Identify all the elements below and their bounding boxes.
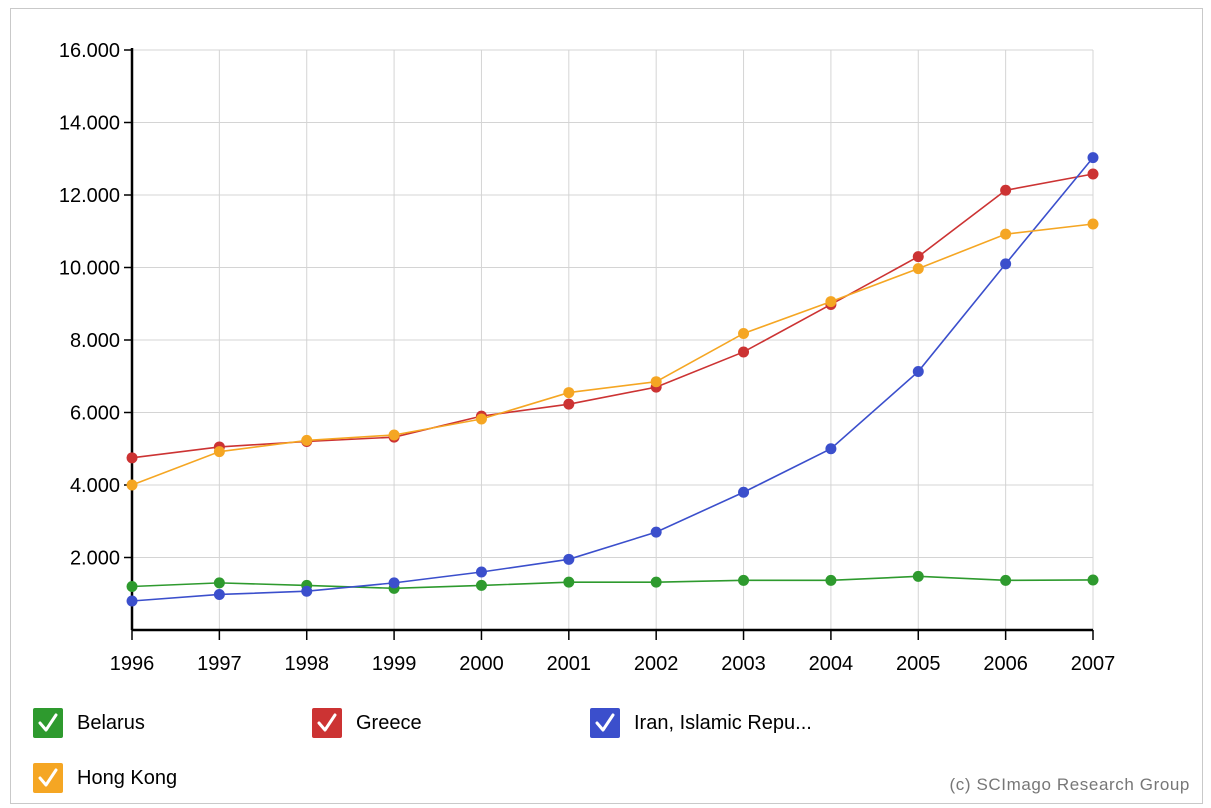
data-point-belarus: [912, 570, 924, 582]
series-line-greece: [131, 173, 1094, 459]
data-point-belarus: [475, 579, 487, 591]
x-tick-label: 2001: [547, 653, 592, 675]
legend-item-iran-islamic-repu[interactable]: Iran, Islamic Repu...: [590, 706, 812, 740]
series-belarus: [126, 570, 1099, 594]
data-point-hong-kong: [388, 429, 400, 441]
data-point-hong-kong: [1000, 228, 1012, 240]
data-point-hong-kong: [213, 446, 225, 458]
grid: [131, 49, 1094, 630]
x-tick-label: 2000: [459, 653, 504, 675]
data-point-hong-kong: [650, 376, 662, 388]
data-point-belarus: [1087, 574, 1099, 586]
legend-item-hong-kong[interactable]: Hong Kong: [33, 761, 177, 795]
x-tick-label: 2005: [896, 653, 941, 675]
y-tick-label: 4.000: [70, 475, 120, 497]
series-iran-islamic-repu: [126, 152, 1099, 607]
data-point-belarus: [650, 576, 662, 588]
data-point-hong-kong: [1087, 218, 1099, 230]
y-tick-label: 14.000: [59, 113, 120, 135]
data-point-hong-kong: [301, 434, 313, 446]
data-point-iran-islamic-repu: [126, 595, 138, 607]
copyright-text: (c) SCImago Research Group: [949, 775, 1190, 794]
series-layer: [126, 152, 1099, 607]
legend-label: Hong Kong: [77, 766, 178, 789]
legend-label: Belarus: [77, 711, 145, 734]
checkbox-checked-icon[interactable]: [33, 708, 63, 738]
x-tick-label: 1997: [197, 653, 242, 675]
x-tick-label: 2006: [983, 653, 1028, 675]
data-point-iran-islamic-repu: [563, 553, 575, 565]
data-point-belarus: [825, 574, 837, 586]
data-point-hong-kong: [912, 263, 924, 275]
checkbox-checked-icon[interactable]: [33, 763, 63, 793]
y-tick-label: 2.000: [70, 548, 120, 570]
series-line-hong-kong: [131, 223, 1094, 486]
series-line-belarus: [131, 575, 1094, 590]
data-point-greece: [738, 346, 750, 358]
data-point-hong-kong: [563, 387, 575, 399]
data-point-iran-islamic-repu: [738, 486, 750, 498]
x-tick-label: 2004: [809, 653, 854, 675]
y-tick-label: 8.000: [70, 330, 120, 352]
data-point-greece: [563, 398, 575, 410]
chart-frame: 2.000 4.000 6.000 8.000 10.000 12.000 14.000 16…: [10, 8, 1203, 804]
checkbox-checked-icon[interactable]: [590, 708, 620, 738]
data-point-iran-islamic-repu: [388, 577, 400, 589]
data-point-iran-islamic-repu: [825, 443, 837, 455]
series-line-iran-islamic-repu: [131, 157, 1094, 602]
data-point-iran-islamic-repu: [1087, 152, 1099, 164]
checkbox-checked-icon[interactable]: [312, 708, 342, 738]
line-chart: 2.000 4.000 6.000 8.000 10.000 12.000 14.000 16…: [59, 40, 1116, 675]
data-point-hong-kong: [738, 327, 750, 339]
y-tick-label: 6.000: [70, 403, 120, 425]
data-point-iran-islamic-repu: [1000, 258, 1012, 270]
data-point-iran-islamic-repu: [475, 566, 487, 578]
data-point-iran-islamic-repu: [213, 588, 225, 600]
data-point-belarus: [1000, 574, 1012, 586]
data-point-greece: [912, 251, 924, 263]
data-point-belarus: [738, 574, 750, 586]
x-tick-label: 1998: [284, 653, 329, 675]
x-tick-label: 2007: [1071, 653, 1116, 675]
legend-item-greece[interactable]: Greece: [312, 706, 422, 740]
data-point-iran-islamic-repu: [912, 366, 924, 378]
legend-label: Greece: [356, 711, 422, 734]
y-tick-label: 12.000: [59, 185, 120, 207]
x-axis-ticks: 1996 1997 1998 1999 2000 2001 2002 2003 2004 2005…: [110, 630, 1116, 675]
data-point-belarus: [563, 576, 575, 588]
data-point-greece: [1087, 168, 1099, 180]
x-tick-label: 1999: [372, 653, 417, 675]
data-point-greece: [126, 452, 138, 464]
x-tick-label: 2003: [721, 653, 766, 675]
data-point-hong-kong: [475, 413, 487, 425]
y-tick-label: 10.000: [59, 258, 120, 280]
series-greece: [126, 168, 1099, 464]
data-point-hong-kong: [126, 479, 138, 491]
x-tick-label: 1996: [110, 653, 155, 675]
data-point-iran-islamic-repu: [301, 585, 313, 597]
data-point-greece: [1000, 184, 1012, 196]
legend-label: Iran, Islamic Repu...: [634, 711, 812, 734]
data-point-belarus: [213, 577, 225, 589]
y-axis-ticks: 2.000 4.000 6.000 8.000 10.000 12.000 14.000 16…: [59, 40, 132, 570]
axes: [130, 48, 1093, 632]
data-point-hong-kong: [825, 296, 837, 308]
legend-item-belarus[interactable]: Belarus: [33, 706, 145, 740]
x-tick-label: 2002: [634, 653, 679, 675]
data-point-belarus: [126, 581, 138, 592]
y-tick-label: 16.000: [59, 40, 120, 62]
data-point-iran-islamic-repu: [650, 526, 662, 538]
series-hong-kong: [126, 218, 1099, 491]
